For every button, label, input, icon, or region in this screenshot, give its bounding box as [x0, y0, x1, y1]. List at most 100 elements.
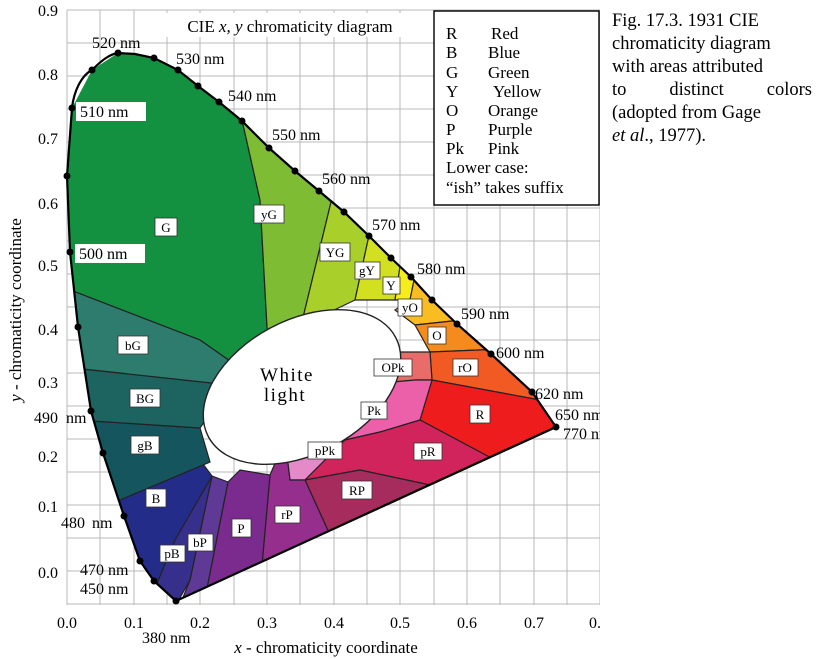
- wavelength-label-650: 650 nm: [555, 407, 600, 424]
- label-box-Pk: [360, 401, 388, 420]
- wavelength-markers: [63, 49, 560, 605]
- legend-name-pink: Pink: [488, 139, 520, 158]
- wavelength-label-540: 540 nm: [228, 88, 277, 105]
- region-label-OPk: OPk: [381, 360, 405, 375]
- legend-code-G: G: [446, 63, 458, 82]
- wavelength-label-530: 530 nm: [176, 51, 225, 68]
- legend-code-Pk: Pk: [446, 139, 464, 158]
- cie-chromaticity-diagram: G yG YG gY Y yO O rO R pR RP rP P bP pB …: [6, 3, 600, 657]
- legend-code-O: O: [446, 101, 458, 120]
- wavelength-label-620: 620 nm: [535, 386, 584, 403]
- wavelength-label-770: 770 nm: [563, 426, 600, 443]
- wavelength-label-470: 470 nm: [80, 562, 129, 579]
- region-label-B: B: [152, 491, 161, 506]
- label-box-bG: [117, 335, 149, 355]
- legend-code-R: R: [446, 24, 458, 43]
- region-label-R: R: [476, 407, 485, 422]
- region-label-Pk: Pk: [367, 403, 381, 418]
- legend: R Red B Blue G Green Y Yellow O Orange P…: [433, 10, 600, 206]
- label-box-bP: [187, 533, 214, 552]
- wavelength-label-380: 380 nm: [142, 630, 191, 647]
- region-label-P: P: [237, 521, 244, 536]
- wavelength-label-570: 570 nm: [372, 217, 421, 234]
- legend-name-purple: Purple: [488, 120, 532, 139]
- wavelength-label-480: 480: [61, 515, 85, 532]
- legend-name-orange: Orange: [488, 101, 538, 120]
- region-label-bP: bP: [193, 535, 207, 550]
- wavelength-label-550: 550 nm: [272, 127, 321, 144]
- wavelength-label-450: 450 nm: [80, 581, 129, 598]
- legend-code-P: P: [446, 120, 455, 139]
- label-box-yG: [253, 204, 285, 224]
- legend-note-line1: Lower case:: [446, 158, 529, 177]
- label-box-rO: [452, 358, 479, 377]
- label-box-pPk: [307, 441, 343, 460]
- caption-italic-et-al: et al: [612, 126, 645, 146]
- legend-code-B: B: [446, 43, 457, 62]
- x-tick-0.1: 0.1: [124, 615, 144, 632]
- x-tick-0.5: 0.5: [390, 615, 410, 632]
- label-box-rP: [274, 505, 301, 524]
- region-label-BG: BG: [136, 391, 154, 406]
- x-tick-0.0: 0.0: [57, 615, 77, 632]
- wavelength-label-520: 520 nm: [92, 35, 141, 52]
- figure-caption: Fig. 17.3. 1931 CIE chromaticity diagram…: [612, 10, 812, 148]
- y-tick-0.6: 0.6: [38, 196, 58, 213]
- wavelength-label-580: 580 nm: [417, 261, 466, 278]
- label-box-pR: [413, 442, 443, 461]
- legend-code-Y: Y: [446, 82, 458, 101]
- x-tick-0.6: 0.6: [457, 615, 477, 632]
- region-greenish-yellow: [354, 53, 441, 301]
- caption-line-5: (adopted from Gage: [612, 103, 761, 123]
- x-tick-0.7: 0.7: [524, 615, 544, 632]
- region-label-Y: Y: [386, 278, 396, 293]
- caption-line-6-rest: ., 1977).: [644, 126, 707, 146]
- region-label-yO: yO: [402, 300, 418, 315]
- y-tick-0.5: 0.5: [38, 258, 58, 275]
- caption-line-1: Fig. 17.3. 1931 CIE: [612, 11, 759, 31]
- y-tick-0.0: 0.0: [38, 565, 58, 582]
- x-axis-label: x - chromaticity coordinate: [233, 638, 418, 657]
- legend-name-red: Red: [491, 24, 519, 43]
- label-box-B: [145, 488, 167, 508]
- wavelength-label-590: 590 nm: [461, 306, 510, 323]
- label-box-gY: [354, 261, 381, 280]
- label-box-O: [427, 326, 447, 345]
- y-tick-0.7: 0.7: [38, 131, 58, 148]
- legend-name-green: Green: [488, 63, 530, 82]
- label-box-G: [154, 217, 178, 237]
- label-box-YG: [319, 242, 351, 262]
- region-label-YG: YG: [326, 245, 345, 260]
- legend-name-yellow: Yellow: [493, 82, 542, 101]
- x-tick-0.4: 0.4: [324, 615, 344, 632]
- diagram-title: CIE x, y chromaticity diagram: [187, 17, 392, 36]
- y-tick-0.8: 0.8: [38, 67, 58, 84]
- y-tick-0.3: 0.3: [38, 375, 58, 392]
- label-box-P: [231, 518, 252, 538]
- region-label-pB: pB: [164, 546, 180, 561]
- x-tick-0.8: 0.8: [589, 615, 600, 632]
- label-box-R: [469, 404, 491, 424]
- y-tick-0.4: 0.4: [38, 322, 58, 339]
- x-tick-0.3: 0.3: [257, 615, 277, 632]
- white-light-label-line2: light: [264, 385, 306, 406]
- region-label-O: O: [432, 328, 441, 343]
- caption-line-6: et al., 1977).: [612, 125, 812, 148]
- wavelength-label-600: 600 nm: [496, 345, 545, 362]
- wavelength-label-500: 500 nm: [79, 246, 128, 263]
- x-tick-0.2: 0.2: [190, 615, 210, 632]
- label-box-pB: [159, 544, 186, 563]
- wavelength-label-480-unit: nm: [92, 515, 113, 532]
- caption-line-4: to distinct colors: [612, 80, 812, 100]
- region-label-bG: bG: [125, 338, 141, 353]
- white-light-label-line1: White: [260, 365, 314, 386]
- region-label-gB: gB: [137, 438, 153, 453]
- legend-note-line2: “ish” takes suffix: [446, 178, 564, 197]
- wavelength-label-490-unit: nm: [66, 410, 87, 427]
- label-box-RP: [341, 480, 373, 500]
- legend-box: [433, 10, 600, 206]
- wavelength-label-560: 560 nm: [322, 171, 371, 188]
- wavelength-label-490: 490: [34, 410, 58, 427]
- caption-line-3: with areas attributed: [612, 57, 764, 77]
- label-box-BG: [129, 388, 161, 408]
